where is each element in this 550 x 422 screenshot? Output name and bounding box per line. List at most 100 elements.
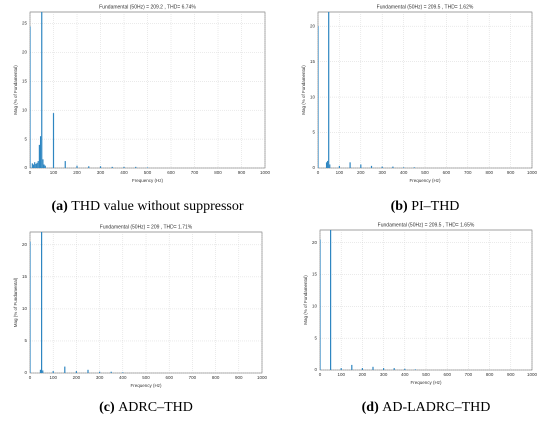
y-tick-label: 5 [24, 136, 27, 141]
y-tick-label: 5 [314, 335, 317, 340]
bar [64, 161, 66, 168]
chart-title: Fundamental (50Hz) = 209.5 , THD= 1.65% [378, 222, 475, 228]
x-tick-label: 700 [464, 170, 472, 175]
y-tick-label: 20 [22, 50, 28, 55]
y-tick-label: 0 [24, 370, 27, 375]
y-tick-label: 15 [310, 59, 316, 64]
x-tick-label: 200 [73, 375, 81, 380]
chart-title: Fundamental (50Hz) = 209.2 , THD= 6.74% [99, 4, 196, 10]
y-tick-label: 10 [310, 94, 316, 99]
x-tick-label: 0 [319, 372, 322, 377]
bar [146, 167, 149, 168]
bar [413, 167, 415, 168]
y-tick-label: 10 [312, 304, 318, 309]
bar [75, 371, 77, 373]
bar [32, 164, 35, 168]
bar [403, 167, 405, 168]
bar [42, 370, 44, 373]
bar [99, 371, 101, 373]
y-axis-label: Mag (% of Fundamental) [13, 65, 18, 115]
bar [30, 26, 31, 168]
bar [392, 166, 394, 168]
bar [329, 164, 331, 168]
y-tick-label: 15 [312, 272, 318, 277]
x-tick-label: 100 [49, 375, 57, 380]
bar [338, 165, 340, 168]
x-tick-label: 700 [189, 375, 197, 380]
x-tick-label: 300 [380, 372, 388, 377]
bar [52, 371, 54, 373]
x-tick-label: 400 [119, 375, 127, 380]
x-tick-label: 0 [29, 375, 32, 380]
caption-label: (c) [99, 400, 115, 415]
bar [351, 364, 353, 370]
caption-text: AD-LADRC–THD [382, 400, 490, 415]
bar [135, 166, 137, 168]
bar [52, 113, 55, 168]
y-tick-label: 0 [312, 165, 315, 170]
bar [44, 165, 46, 168]
x-tick-label: 800 [486, 372, 494, 377]
x-tick-label: 500 [144, 170, 152, 175]
caption-text: ADRC–THD [118, 400, 193, 415]
y-tick-label: 0 [24, 165, 27, 170]
x-tick-label: 300 [378, 170, 386, 175]
x-axis-label: Frequency (Hz) [130, 383, 162, 388]
x-tick-label: 500 [421, 170, 429, 175]
x-tick-label: 800 [212, 375, 220, 380]
bar [393, 368, 395, 370]
bar [31, 163, 33, 168]
bar [320, 239, 321, 370]
y-tick-label: 20 [22, 242, 28, 247]
bar [414, 369, 416, 370]
caption: (b) PI–THD [391, 199, 460, 214]
x-tick-label: 100 [336, 170, 344, 175]
bar [370, 165, 373, 168]
bar [328, 12, 330, 168]
x-tick-label: 100 [337, 372, 345, 377]
y-tick-label: 15 [22, 274, 28, 279]
x-tick-label: 600 [165, 375, 173, 380]
x-tick-label: 500 [142, 375, 150, 380]
y-tick-label: 15 [22, 79, 28, 84]
y-tick-label: 20 [312, 240, 318, 245]
y-axis-label: Mag (% of Fundamental) [301, 65, 306, 115]
bar [123, 166, 125, 168]
y-axis-label: Mag (% of Fundamental) [13, 277, 18, 327]
caption-text: PI–THD [411, 199, 459, 214]
bar [88, 166, 90, 168]
x-tick-label: 300 [96, 375, 104, 380]
bar [122, 372, 124, 373]
x-tick-label: 800 [485, 170, 493, 175]
chart-title: Fundamental (50Hz) = 209 , THD= 1.71% [100, 224, 193, 230]
x-tick-label: 0 [29, 170, 32, 175]
bar [383, 368, 385, 370]
y-tick-label: 5 [312, 130, 315, 135]
x-tick-label: 900 [238, 170, 246, 175]
x-tick-label: 600 [443, 170, 451, 175]
y-tick-label: 10 [22, 306, 28, 311]
bar [372, 366, 374, 370]
bar [76, 165, 78, 168]
bar [30, 241, 31, 373]
x-tick-label: 200 [73, 170, 81, 175]
bar [360, 164, 362, 168]
x-axis-label: Frequency (Hz) [132, 178, 164, 183]
bar [349, 162, 351, 168]
x-tick-label: 400 [120, 170, 128, 175]
bar [330, 230, 332, 370]
caption: (d) AD-LADRC–THD [362, 400, 491, 415]
y-tick-label: 5 [24, 338, 27, 343]
y-tick-label: 25 [22, 21, 28, 26]
x-tick-label: 1000 [527, 372, 538, 377]
x-tick-label: 1000 [260, 170, 271, 175]
x-tick-label: 500 [422, 372, 430, 377]
x-tick-label: 600 [167, 170, 175, 175]
bar [39, 136, 42, 168]
caption-text: THD value without suppressor [71, 199, 244, 214]
x-tick-label: 900 [235, 375, 243, 380]
y-axis-label: Mag (% of Fundamental) [303, 275, 308, 325]
bar [404, 368, 406, 370]
bar [64, 366, 66, 373]
